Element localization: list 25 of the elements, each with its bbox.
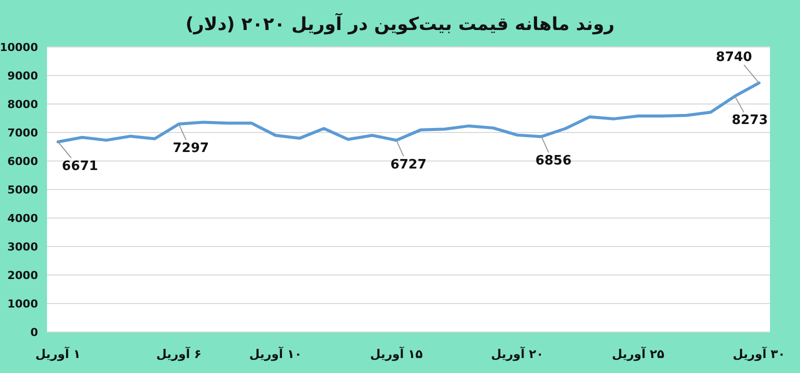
data-label: 8740	[716, 50, 752, 65]
chart-title: روند ماهانه قیمت بیت‌کوین در آوریل ۲۰۲۰ (دلار)	[185, 12, 615, 35]
y-tick-label: 5000	[7, 184, 38, 196]
data-label: 6671	[62, 158, 98, 174]
x-tick-label: ۲۵ آوریل	[612, 346, 664, 361]
x-tick-label: ۳۰ آوریل	[732, 346, 786, 361]
data-label: 8273	[732, 113, 768, 128]
y-tick-label: 6000	[7, 155, 38, 168]
y-tick-label: 9000	[7, 70, 38, 82]
x-tick-label: ۱ آوریل	[35, 346, 81, 361]
data-label: 7297	[172, 141, 209, 156]
data-label: 6727	[390, 157, 427, 172]
y-tick-label: 2000	[7, 269, 38, 282]
y-tick-label: 0	[30, 326, 38, 339]
y-tick-label: 10000	[0, 41, 38, 54]
data-label: 6856	[535, 154, 572, 169]
y-tick-label: 1000	[7, 298, 38, 310]
y-tick-label: 4000	[7, 212, 38, 225]
y-tick-label: 8000	[7, 98, 38, 111]
x-tick-label: ۱۰ آوریل	[249, 346, 302, 361]
y-tick-label: 3000	[7, 240, 38, 254]
y-tick-label: 7000	[7, 126, 38, 140]
x-tick-label: ۲۰ آوریل	[491, 346, 544, 361]
x-tick-label: ۶ آوریل	[156, 346, 202, 361]
x-tick-label: ۱۵ آوریل	[370, 346, 423, 361]
